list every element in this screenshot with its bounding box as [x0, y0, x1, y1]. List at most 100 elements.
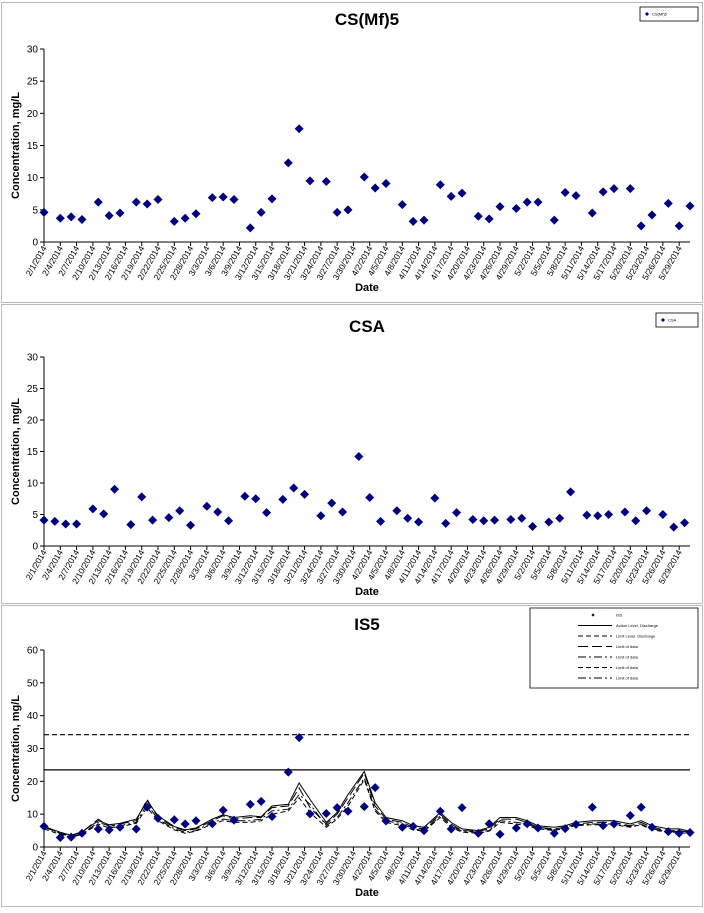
data-point	[604, 510, 614, 519]
data-point	[104, 825, 114, 835]
data-point	[495, 202, 505, 212]
series-line-4	[43, 770, 691, 836]
data-point	[506, 515, 516, 525]
data-point	[408, 821, 418, 831]
data-point	[376, 516, 386, 526]
data-point	[213, 507, 223, 517]
legend-label: Limit of data	[616, 655, 639, 660]
data-point	[522, 819, 532, 829]
legend-label: Action Level, Discharge	[616, 623, 659, 628]
data-point	[72, 519, 82, 529]
data-point	[457, 188, 467, 198]
data-point	[625, 810, 635, 820]
y-tick-label: 5	[32, 510, 38, 521]
data-point	[115, 822, 125, 832]
data-point	[446, 191, 456, 201]
data-point	[186, 520, 196, 530]
chart-title: IS5	[354, 615, 380, 634]
data-point	[256, 796, 266, 806]
data-point	[305, 176, 315, 186]
data-point	[191, 816, 201, 826]
data-point	[267, 811, 277, 821]
y-tick-label: 15	[27, 141, 39, 152]
data-point	[522, 197, 532, 207]
data-point	[50, 516, 60, 526]
legend-label: Limit of data	[616, 676, 639, 681]
data-point	[115, 208, 125, 218]
panel-border	[1, 304, 703, 604]
data-point	[99, 509, 109, 519]
chart-panel-2: CSA0510152025302/1/20142/4/20142/7/20142…	[1, 304, 703, 604]
data-point	[321, 177, 331, 187]
data-point	[549, 215, 559, 225]
data-point	[229, 195, 239, 205]
data-point	[77, 828, 87, 838]
data-point	[131, 197, 141, 207]
data-point	[468, 515, 478, 525]
y-tick-label: 25	[27, 384, 39, 395]
data-point	[685, 201, 695, 211]
data-point	[609, 819, 619, 829]
y-tick-label: 20	[27, 416, 39, 427]
data-point	[262, 508, 272, 518]
data-point	[169, 216, 179, 226]
data-point	[191, 209, 201, 219]
data-point	[587, 208, 597, 218]
data-point	[636, 221, 646, 231]
y-tick-label: 20	[27, 777, 39, 788]
data-point	[218, 805, 228, 815]
legend: IS5 Action Level, Discharge Limit Level, D…	[529, 607, 699, 689]
data-point	[180, 819, 190, 829]
data-point	[663, 198, 673, 208]
y-tick-label: 50	[27, 678, 39, 689]
y-tick-label: 30	[27, 353, 39, 364]
data-point	[55, 832, 65, 842]
data-point	[245, 799, 255, 809]
data-point	[256, 207, 266, 217]
data-point	[609, 184, 619, 194]
x-axis-label: Date	[355, 887, 379, 899]
data-point	[131, 824, 141, 834]
y-tick-label: 30	[27, 45, 39, 56]
data-point	[680, 518, 690, 528]
data-point	[549, 828, 559, 838]
y-tick-label: 20	[27, 109, 39, 120]
legend-label: Limit of data	[616, 644, 639, 649]
data-point	[180, 213, 190, 223]
data-point	[245, 223, 255, 233]
data-point	[370, 783, 380, 793]
data-point	[77, 214, 87, 224]
data-point	[359, 172, 369, 182]
data-point	[473, 211, 483, 221]
data-point	[153, 195, 163, 205]
data-point	[224, 516, 234, 526]
y-tick-label: 0	[32, 238, 38, 249]
data-point	[490, 515, 500, 525]
data-point	[148, 515, 158, 525]
data-point	[359, 802, 369, 812]
data-point	[669, 522, 679, 532]
data-point	[419, 826, 429, 836]
y-tick-label: 0	[32, 843, 38, 854]
data-point	[93, 824, 103, 834]
data-point	[207, 819, 217, 829]
y-tick-label: 10	[27, 810, 39, 821]
data-point	[452, 508, 462, 518]
data-point	[207, 193, 217, 203]
data-point	[517, 513, 527, 523]
data-point	[403, 513, 413, 523]
data-point	[674, 221, 684, 231]
data-point	[544, 517, 554, 527]
data-point	[137, 492, 147, 502]
data-point	[93, 197, 103, 207]
data-point	[316, 511, 326, 521]
data-point	[397, 822, 407, 832]
legend-box	[639, 6, 699, 22]
data-point	[685, 828, 695, 838]
data-point	[294, 124, 304, 134]
data-point	[283, 158, 293, 168]
y-tick-label: 10	[27, 479, 39, 490]
data-point	[39, 515, 49, 525]
